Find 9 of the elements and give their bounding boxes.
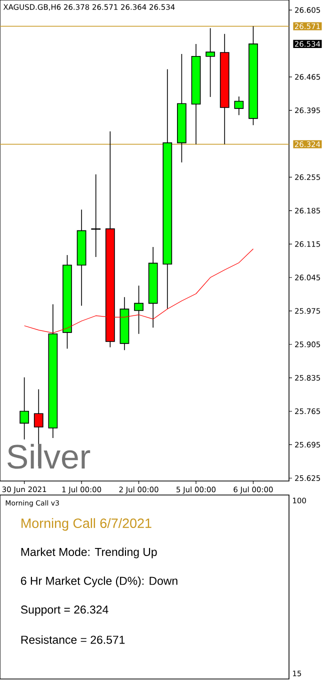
text: Resistance = 26.571: [21, 635, 125, 644]
text: Morning Call 6/7/2021: [22, 518, 152, 531]
text: Support = 26.324: [20, 606, 108, 616]
text: Market Mode: Trending Up: [21, 548, 157, 558]
text: 6 Hr Market Cycle (D%): Down: [21, 576, 178, 588]
candlestick: [20, 376, 30, 440]
candlestick: [206, 28, 216, 98]
candlestick: [134, 285, 144, 334]
candlestick: [234, 96, 244, 116]
